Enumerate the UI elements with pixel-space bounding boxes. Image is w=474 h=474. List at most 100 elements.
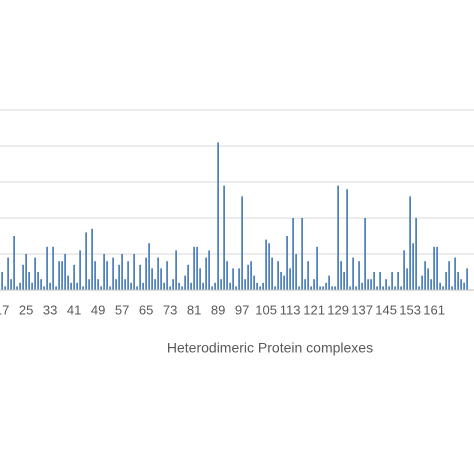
bar (229, 282, 231, 290)
x-tick-label: 145 (375, 302, 397, 317)
bar (73, 264, 75, 290)
x-tick-label: 97 (235, 302, 249, 317)
bar (277, 261, 279, 290)
bar (232, 268, 234, 290)
bar (193, 246, 195, 290)
bar (88, 279, 90, 290)
bar (361, 282, 363, 290)
bar (238, 268, 240, 290)
bar (13, 236, 15, 290)
bar (172, 279, 174, 290)
bar (295, 254, 297, 290)
bar (373, 272, 375, 290)
bar (55, 286, 57, 290)
bar (226, 261, 228, 290)
bar (196, 246, 198, 290)
bar (34, 257, 36, 290)
bar (82, 286, 84, 290)
bar (349, 286, 351, 290)
bar (178, 282, 180, 290)
bar (145, 257, 147, 290)
bar (70, 282, 72, 290)
x-tick-label: 89 (211, 302, 225, 317)
bar (367, 279, 369, 290)
bar (211, 286, 213, 290)
bar (358, 261, 360, 290)
bar (346, 189, 348, 290)
bar (130, 282, 132, 290)
x-tick-label: 41 (67, 302, 81, 317)
bar (250, 261, 252, 290)
bar (316, 246, 318, 290)
bar (382, 286, 384, 290)
bar (244, 279, 246, 290)
x-tick-label: 137 (351, 302, 373, 317)
bar (466, 268, 468, 290)
bar (352, 257, 354, 290)
bar (370, 279, 372, 290)
bar (259, 286, 261, 290)
bar (271, 257, 273, 290)
bar (103, 254, 105, 290)
bar (418, 286, 420, 290)
bar (163, 282, 165, 290)
bar (91, 228, 93, 290)
x-tick-label: 121 (303, 302, 325, 317)
bar (322, 286, 324, 290)
bar (151, 268, 153, 290)
bar (415, 218, 417, 290)
bar (448, 261, 450, 290)
bar (457, 272, 459, 290)
bar (28, 272, 30, 290)
bar (16, 286, 18, 290)
bar (4, 286, 6, 290)
bar (334, 286, 336, 290)
bar (397, 272, 399, 290)
bar (364, 218, 366, 290)
bar (430, 279, 432, 290)
bar (376, 286, 378, 290)
bar (190, 282, 192, 290)
bar (301, 218, 303, 290)
bar (439, 282, 441, 290)
bar (409, 196, 411, 290)
bar (40, 279, 42, 290)
bar (7, 257, 9, 290)
bar (10, 279, 12, 290)
bar (445, 272, 447, 290)
bar (454, 257, 456, 290)
x-axis-title: Heterodimeric Protein complexes (167, 340, 373, 356)
bar (385, 279, 387, 290)
bar (286, 236, 288, 290)
bar (262, 282, 264, 290)
bar (208, 250, 210, 290)
bar (304, 279, 306, 290)
bar (403, 250, 405, 290)
bar (460, 279, 462, 290)
bar (25, 254, 27, 290)
bar (1, 272, 3, 290)
bar (43, 286, 45, 290)
x-tick-label: 17 (0, 302, 9, 317)
bar (427, 268, 429, 290)
bar (235, 286, 237, 290)
x-tick-label: 153 (399, 302, 421, 317)
bar (202, 282, 204, 290)
x-tick-label: 81 (187, 302, 201, 317)
bar (421, 275, 423, 290)
bar (124, 279, 126, 290)
bar (214, 282, 216, 290)
bar (22, 264, 24, 290)
bar (115, 279, 117, 290)
bar (97, 279, 99, 290)
x-tick-label: 113 (280, 302, 301, 317)
bar (19, 282, 21, 290)
bar (100, 286, 102, 290)
bar (223, 185, 225, 290)
bar (391, 272, 393, 290)
x-tick-label: 65 (139, 302, 153, 317)
bar (139, 264, 141, 290)
x-tick-label: 161 (423, 302, 445, 317)
x-tick-label: 49 (91, 302, 105, 317)
